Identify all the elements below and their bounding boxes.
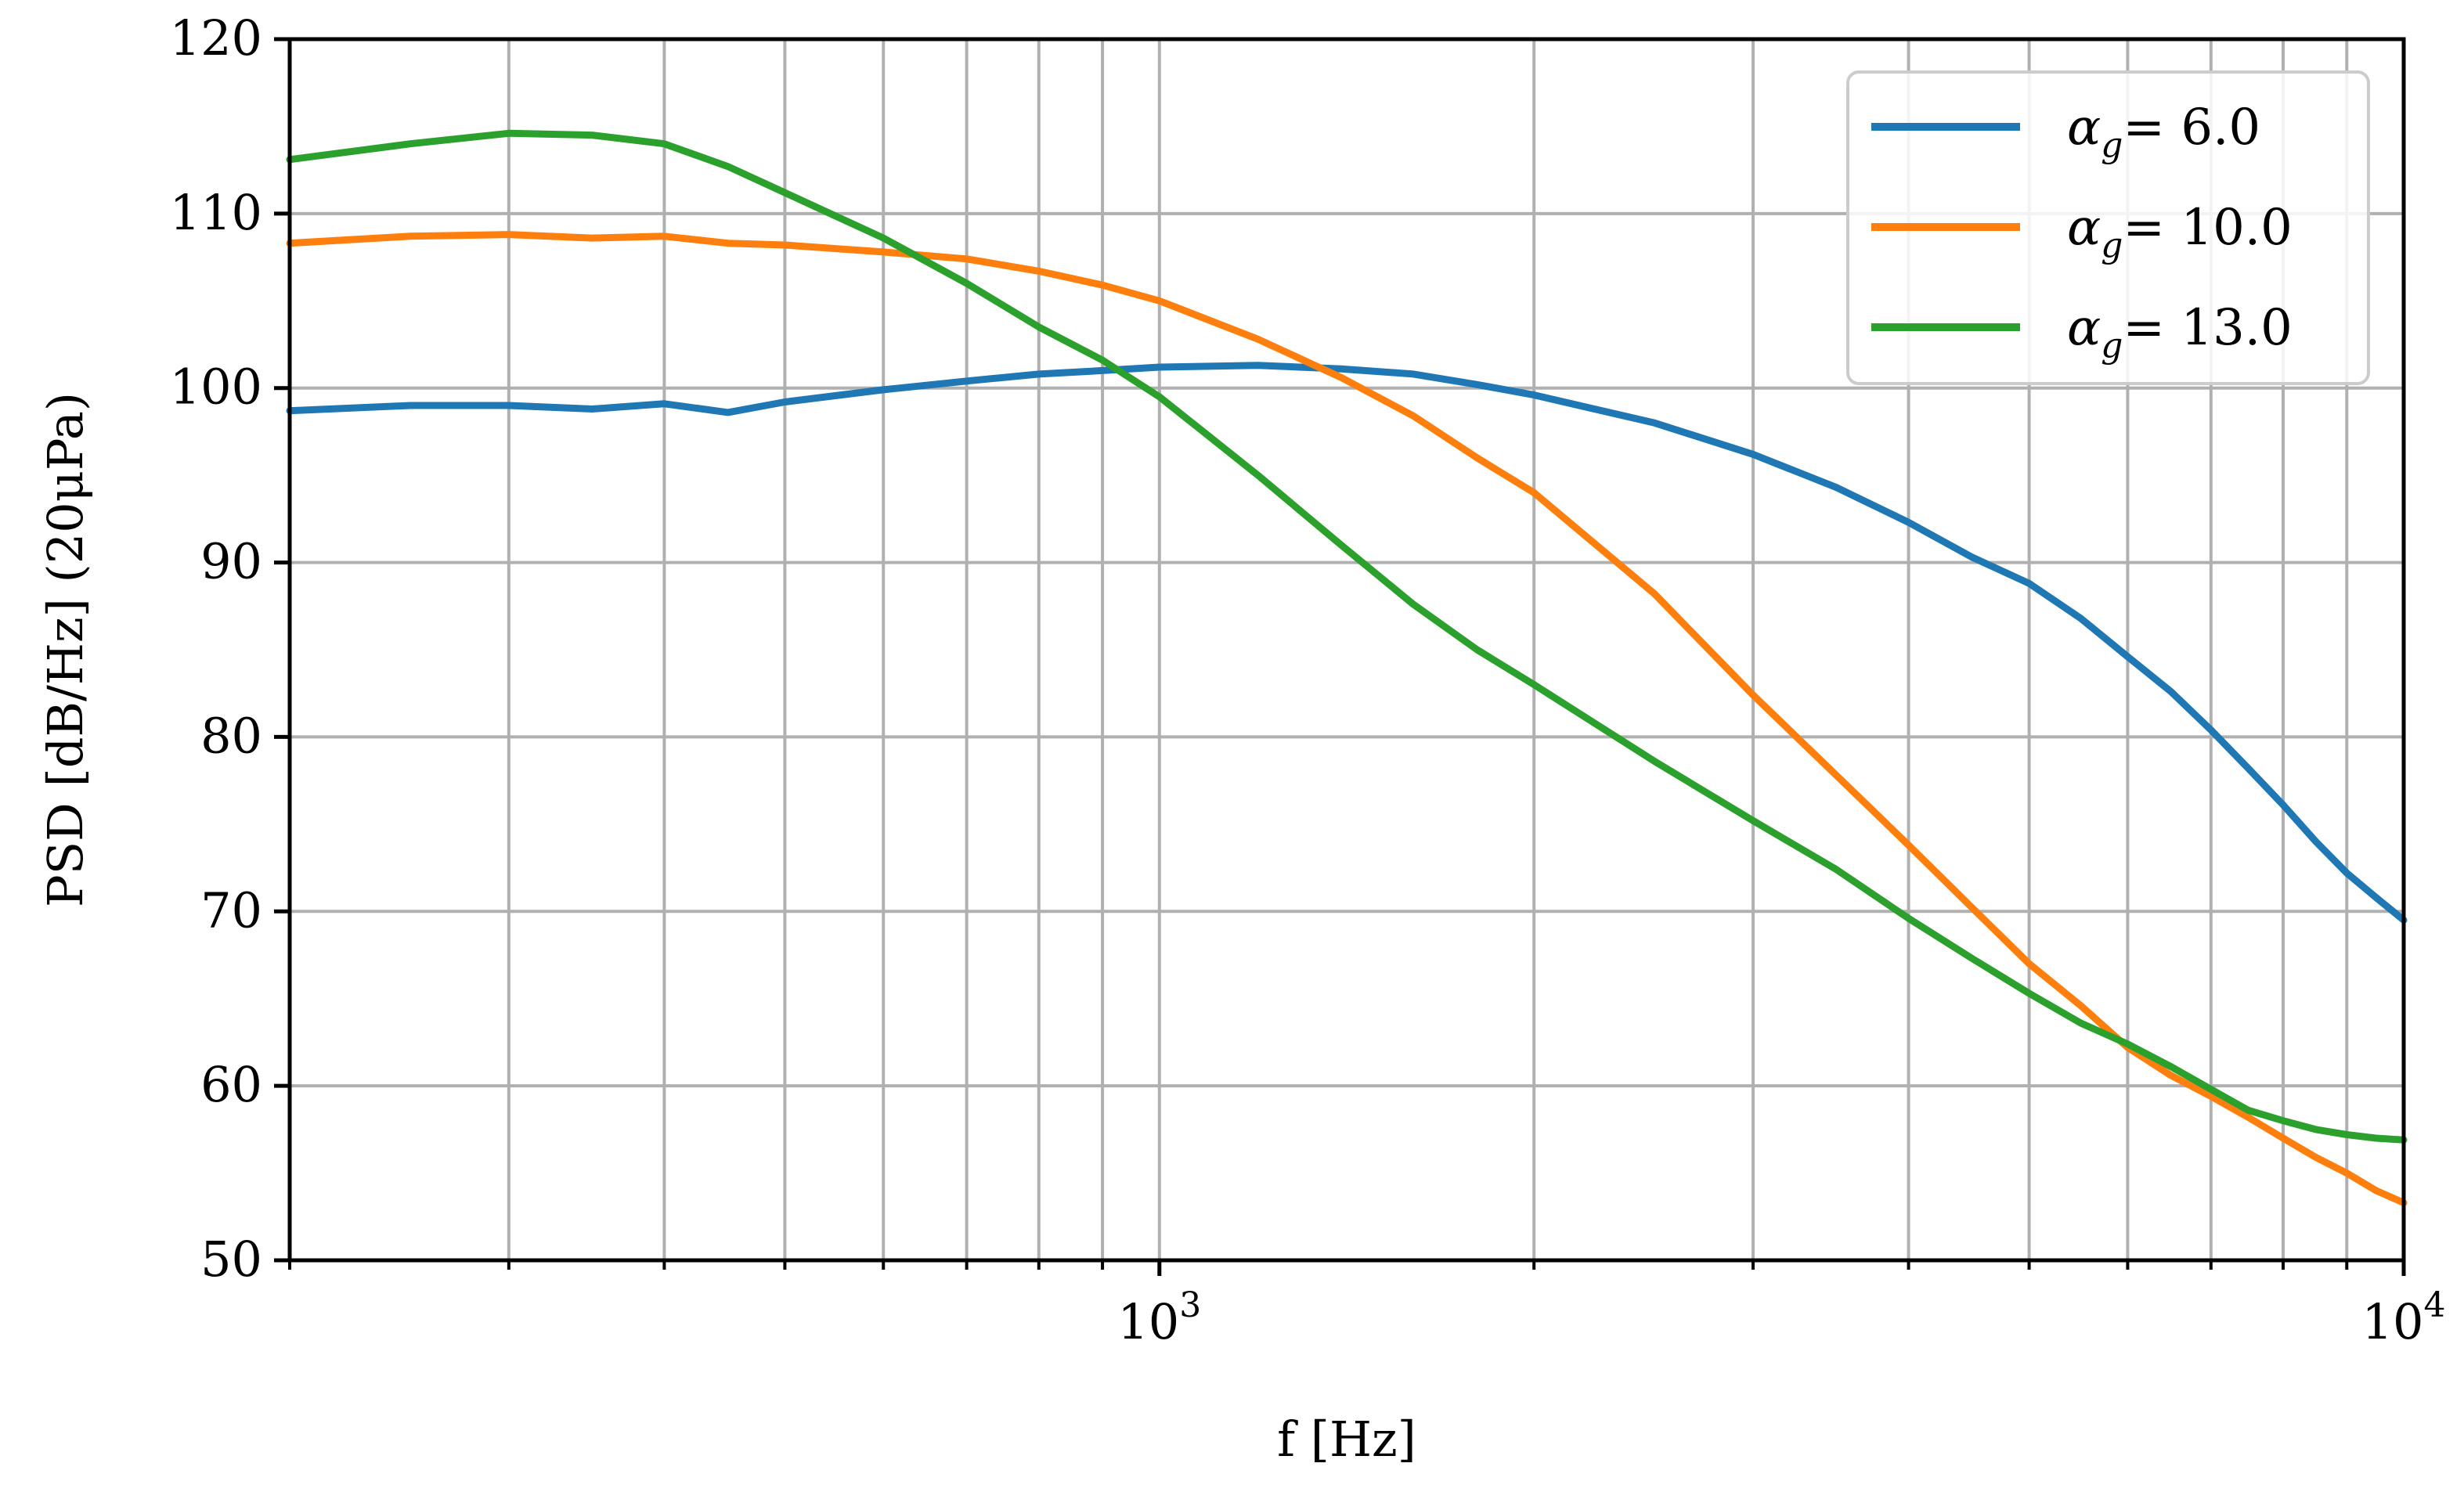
series-line-2	[286, 231, 2408, 1206]
axis-tick-labels: 50 60 70 80 90 100 110 120 103 104	[170, 9, 2446, 1350]
series-line-3	[286, 129, 2408, 1144]
y-axis-label: PSD [dB/Hz] (20μPa)	[37, 392, 94, 907]
axis-ticks	[274, 37, 2406, 1276]
legend: αg= 6.0 αg= 10.0 αg= 13.0	[1846, 70, 2370, 385]
legend-label-1: αg= 6.0	[2067, 99, 2260, 165]
legend-box	[1846, 70, 2370, 385]
legend-label-3: αg= 13.0	[2067, 299, 2293, 366]
y-tick-label: 90	[200, 533, 262, 590]
y-tick-label: 110	[170, 184, 262, 241]
y-tick-label: 80	[200, 707, 262, 764]
legend-label-2: αg= 10.0	[2067, 199, 2293, 265]
y-tick-label: 60	[200, 1056, 262, 1113]
y-tick-label: 50	[200, 1231, 262, 1288]
plot-frame	[287, 37, 2406, 1263]
x-axis-label: f [Hz]	[1277, 1411, 1416, 1468]
y-tick-label: 70	[200, 881, 262, 939]
x-tick-label: 104	[2362, 1285, 2446, 1350]
y-tick-label: 100	[170, 359, 262, 416]
series-layer	[286, 129, 2408, 1206]
series-line-1	[286, 362, 2408, 924]
y-tick-label: 120	[170, 9, 262, 67]
x-tick-label: 103	[1117, 1285, 1201, 1350]
